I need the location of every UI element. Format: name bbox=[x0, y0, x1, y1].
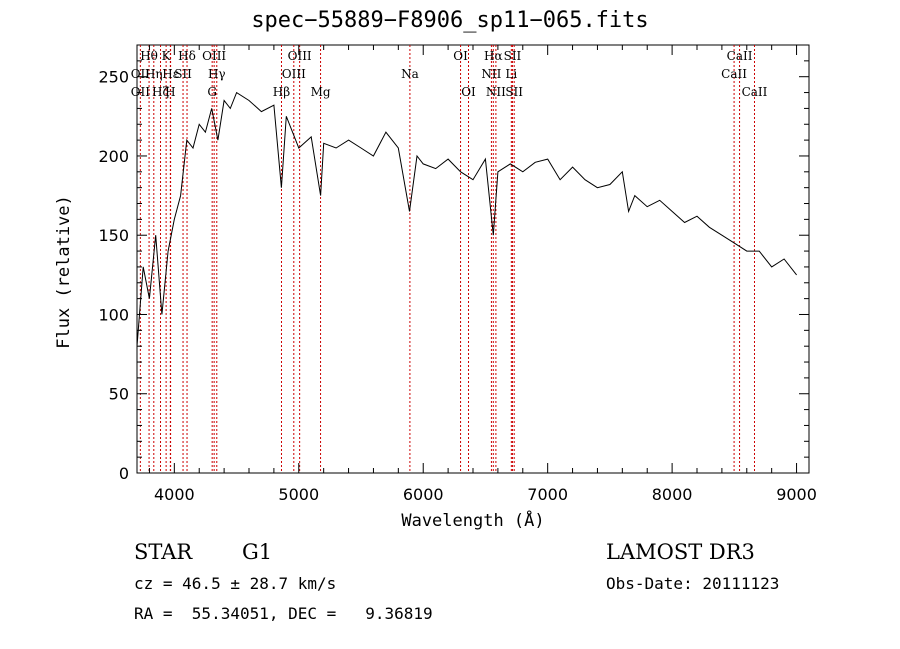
y-tick-label: 150 bbox=[98, 226, 129, 245]
plot-frame bbox=[136, 44, 810, 474]
spectral-line-label: H bbox=[165, 85, 175, 99]
coordinates: RA = 55.34051, DEC = 9.36819 bbox=[134, 604, 433, 623]
y-axis-label: Flux (relative) bbox=[54, 195, 74, 349]
spectral-line-label: Hα bbox=[484, 49, 503, 63]
spectral-line-label: NII bbox=[486, 85, 506, 99]
spectral-line-label: NII bbox=[481, 67, 501, 81]
spectral-line-label: Hδ bbox=[178, 49, 196, 63]
spectral-line-label: Mg bbox=[311, 85, 331, 99]
spectral-line-label: Na bbox=[401, 67, 419, 81]
y-tick-label: 200 bbox=[98, 147, 129, 166]
y-tick-label: 50 bbox=[109, 385, 129, 404]
chart-title: spec−55889−F8906_sp11−065.fits bbox=[251, 8, 649, 33]
spectral-line-label: Hζ bbox=[152, 85, 169, 99]
x-tick-label: 6000 bbox=[403, 485, 444, 504]
y-tick-label: 100 bbox=[98, 305, 129, 324]
spectral-line-label: G bbox=[207, 85, 217, 99]
spectral-line-label: OII bbox=[131, 67, 151, 81]
spectral-line-label: OII bbox=[131, 85, 151, 99]
x-tick-label: 5000 bbox=[278, 485, 319, 504]
y-axis: 0 50 100 150 200 250 bbox=[98, 60, 809, 483]
spectral-line-label: Hε bbox=[162, 67, 179, 81]
y-tick-label: 250 bbox=[98, 68, 129, 87]
y-tick-label: 0 bbox=[119, 464, 129, 483]
object-subclass: G1 bbox=[242, 540, 273, 564]
x-tick-label: 7000 bbox=[527, 485, 568, 504]
line-markers bbox=[139, 45, 755, 473]
survey-name: LAMOST DR3 bbox=[606, 540, 755, 564]
x-axis: 4000 5000 6000 7000 8000 9000 bbox=[148, 45, 817, 504]
spectral-line-label: OIII bbox=[288, 49, 312, 63]
spectral-line-label: CaII bbox=[727, 49, 753, 63]
spectral-line-label: K bbox=[162, 49, 172, 63]
spectral-line-label: Li bbox=[505, 67, 517, 81]
spectral-line-label: OIII bbox=[202, 49, 226, 63]
spectral-line-label: Hβ bbox=[273, 85, 290, 99]
observation-date: Obs-Date: 20111123 bbox=[606, 574, 780, 593]
x-axis-label: Wavelength (Å) bbox=[401, 511, 545, 531]
spectral-line-label: SII bbox=[174, 67, 192, 81]
x-tick-label: 4000 bbox=[154, 485, 195, 504]
spectral-line-label: SII bbox=[504, 49, 522, 63]
spectral-line-label: Hη bbox=[145, 67, 163, 81]
spectral-line-label: OI bbox=[453, 49, 468, 63]
spectral-line-label: CaII bbox=[742, 85, 768, 99]
spectral-line-label: SII bbox=[505, 85, 523, 99]
spectral-line-label: OI bbox=[461, 85, 476, 99]
flux-series-line bbox=[136, 91, 797, 347]
x-tick-label: 9000 bbox=[776, 485, 817, 504]
spectral-line-label: CaII bbox=[721, 67, 747, 81]
object-class: STAR bbox=[134, 540, 193, 564]
x-tick-label: 8000 bbox=[652, 485, 693, 504]
redshift-cz: cz = 46.5 ± 28.7 km/s bbox=[134, 574, 337, 593]
spectral-line-label: Hγ bbox=[208, 67, 226, 81]
spectral-line-label: OIII bbox=[282, 67, 306, 81]
spectral-line-label: Hθ bbox=[140, 49, 158, 63]
